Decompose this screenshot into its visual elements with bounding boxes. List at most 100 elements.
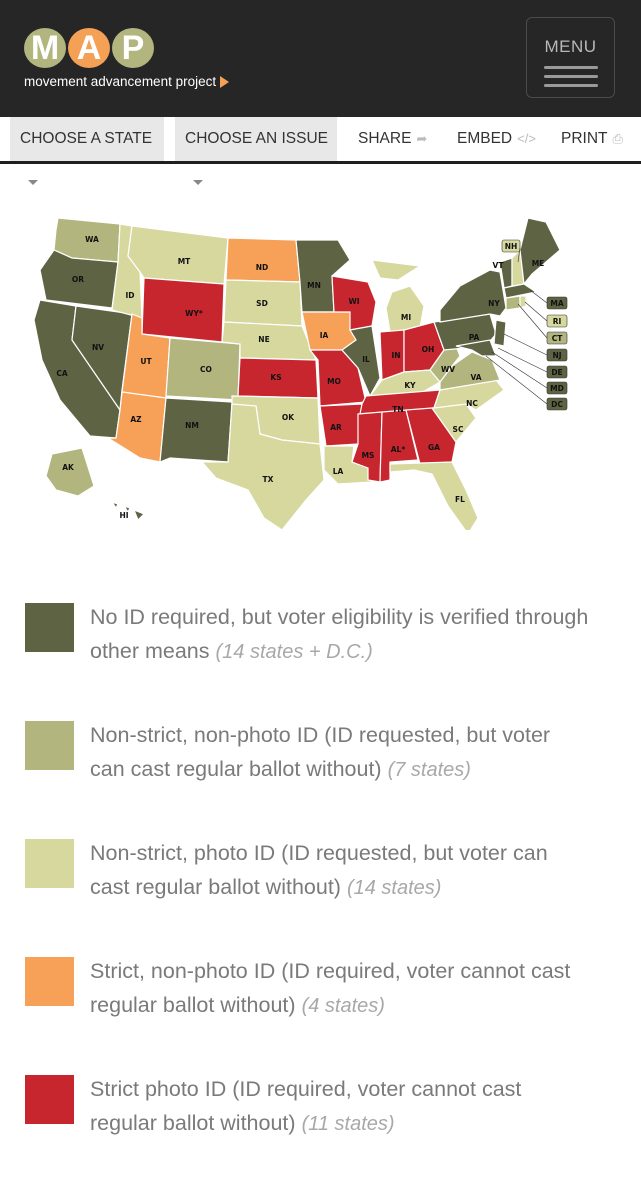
logo-letter-p: P (112, 28, 154, 68)
logo-letter-a: A (68, 28, 110, 68)
logo-letters: M A P (24, 28, 229, 68)
state-ri[interactable] (519, 295, 527, 309)
share-button[interactable]: SHARE ➦ (358, 117, 427, 161)
label-ri: RI (553, 317, 562, 326)
label-wy: WY* (185, 309, 203, 318)
label-ms: MS (362, 451, 375, 460)
logo-tagline: movement advancement project (24, 74, 217, 89)
label-tn: TN (392, 405, 403, 414)
label-ks: KS (270, 373, 281, 382)
legend-label: Strict photo ID (ID required, voter cann… (90, 1077, 522, 1135)
callout-boxes (485, 239, 568, 411)
legend-label: Non-strict, non-photo ID (ID requested, … (90, 723, 551, 781)
label-vt: VT (493, 261, 505, 270)
label-nc: NC (466, 399, 478, 408)
code-icon: </> (517, 131, 536, 146)
print-button[interactable]: PRINT ⎙ (561, 117, 623, 161)
state-ny[interactable] (439, 269, 507, 323)
label-il: IL (362, 355, 370, 364)
embed-label: EMBED (457, 130, 513, 147)
legend-count: (14 states) (346, 877, 442, 899)
toolbar: CHOOSE A STATE CHOOSE AN ISSUE SHARE ➦ EM… (0, 117, 641, 186)
state-il[interactable] (341, 325, 381, 398)
label-ga: GA (428, 443, 440, 452)
label-wi: WI (348, 297, 359, 306)
label-al: AL* (391, 445, 406, 454)
label-or: OR (72, 275, 84, 284)
state-mi[interactable] (371, 259, 425, 333)
label-mn: MN (307, 281, 321, 290)
label-az: AZ (130, 415, 142, 424)
label-nm: NM (185, 421, 199, 430)
label-ar: AR (330, 423, 342, 432)
label-fl: FL (455, 495, 465, 504)
state-tx[interactable] (200, 403, 325, 530)
share-label: SHARE (358, 130, 412, 147)
label-ia: IA (320, 331, 329, 340)
state-ma[interactable] (503, 283, 538, 299)
label-md: MD (550, 384, 564, 393)
embed-button[interactable]: EMBED </> (457, 117, 536, 161)
state-labels: WA OR CA NV ID MT WY* UT AZ CO NM ND SD … (56, 235, 564, 520)
state-fl[interactable] (389, 461, 479, 530)
caret-down-icon (28, 180, 38, 186)
label-ma: MA (550, 299, 563, 308)
label-ca: CA (56, 369, 68, 378)
map-logo[interactable]: M A P movement advancement project (24, 28, 230, 89)
legend-swatch (25, 721, 74, 770)
state-ga[interactable] (405, 407, 457, 465)
label-mt: MT (178, 257, 191, 266)
legend-count: (4 states) (301, 995, 385, 1017)
legend-count: (7 states) (387, 759, 471, 781)
legend-swatch (25, 603, 74, 652)
choose-state-label: CHOOSE A STATE (20, 130, 153, 147)
caret-down-icon (193, 180, 203, 186)
state-md[interactable] (455, 339, 497, 357)
label-mo: MO (327, 377, 341, 386)
menu-button[interactable]: MENU (526, 17, 615, 98)
share-arrow-icon: ➦ (416, 131, 428, 146)
nh-callout-box[interactable] (501, 239, 521, 253)
label-wa: WA (85, 235, 99, 244)
state-hi[interactable] (110, 500, 146, 522)
state-ia[interactable] (301, 311, 357, 351)
state-nj[interactable] (493, 319, 507, 347)
label-ct: CT (552, 334, 564, 343)
legend-label: No ID required, but voter eligibility is… (90, 605, 589, 663)
state-ct[interactable] (505, 295, 521, 311)
state-ak[interactable] (45, 447, 95, 497)
choose-issue-dropdown[interactable]: CHOOSE AN ISSUE (175, 117, 337, 186)
label-sd: SD (256, 299, 268, 308)
legend-count: (14 states + D.C.) (215, 641, 373, 663)
site-header: M A P movement advancement project MENU (0, 0, 641, 117)
legend-swatch (25, 1075, 74, 1124)
logo-tagline-row: movement advancement project (24, 74, 230, 89)
label-la: LA (333, 467, 344, 476)
label-pa: PA (469, 333, 480, 342)
label-ok: OK (282, 413, 295, 422)
callout-leader-lines (485, 247, 548, 405)
choose-state-dropdown[interactable]: CHOOSE A STATE (10, 117, 164, 186)
label-dc: DC (551, 400, 563, 409)
choose-issue-label: CHOOSE AN ISSUE (185, 130, 328, 147)
state-mt[interactable] (127, 225, 229, 285)
state-nd[interactable] (225, 237, 301, 283)
legend-count: (11 states) (301, 1113, 395, 1135)
label-va: VA (470, 373, 481, 382)
state-me[interactable] (519, 217, 561, 286)
label-hi: HI (119, 511, 128, 520)
print-label: PRINT (561, 130, 608, 147)
label-ak: AK (62, 463, 75, 472)
hamburger-icon-bar-3 (544, 84, 598, 87)
label-co: CO (200, 365, 212, 374)
state-wy[interactable] (141, 277, 225, 343)
label-sc: SC (453, 425, 464, 434)
hamburger-icon-bar-2 (544, 75, 598, 78)
legend-swatch (25, 839, 74, 888)
label-de: DE (551, 368, 562, 377)
state-shapes (33, 217, 561, 530)
state-nm[interactable] (159, 397, 233, 463)
legend-swatch (25, 957, 74, 1006)
label-id: ID (125, 291, 134, 300)
label-nv: NV (92, 343, 104, 352)
